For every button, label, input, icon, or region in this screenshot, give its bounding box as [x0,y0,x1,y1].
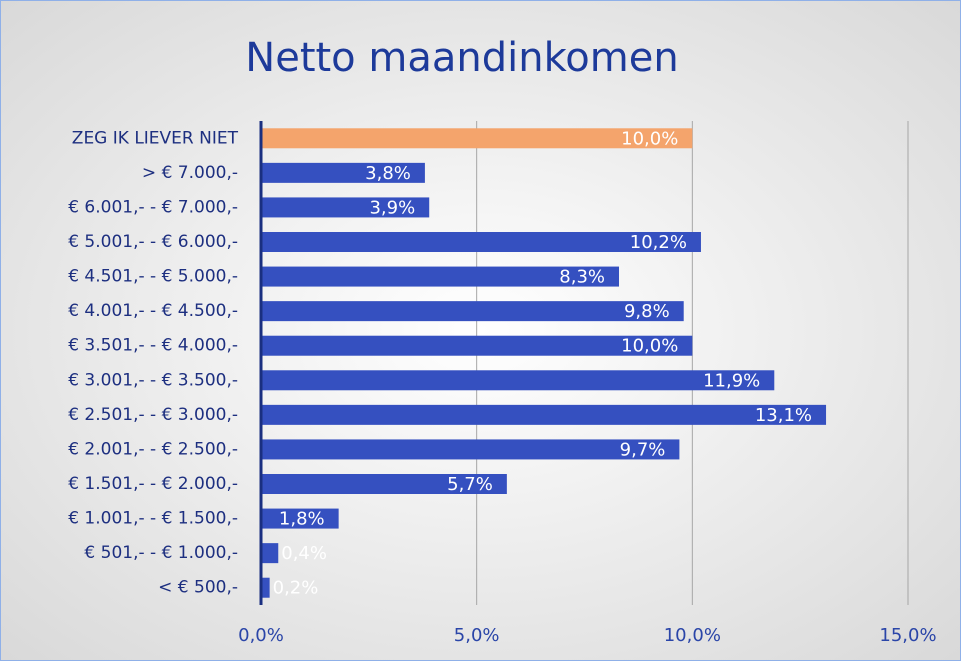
y-tick-label: € 1.001,- - € 1.500,- [68,509,238,529]
bar [261,266,620,287]
value-label: 13,1% [755,405,812,426]
value-label: 10,0% [621,336,678,357]
y-tick-label: € 501,- - € 1.000,- [84,543,238,563]
bar [261,404,827,425]
y-tick-label: € 3.501,- - € 4.000,- [68,336,238,356]
value-label: 8,3% [559,267,605,288]
value-label: 3,8% [365,163,411,184]
y-tick-label: ZEG IK LIEVER NIET [72,128,239,148]
bar [261,370,775,391]
y-tick-label: € 2.001,- - € 2.500,- [68,439,238,459]
value-label: 10,2% [630,232,687,253]
bar [261,474,507,494]
bar [261,577,270,598]
bar [261,301,684,322]
value-label: 10,0% [621,128,678,149]
y-tick-label: > € 7.000,- [142,163,238,183]
value-label: 9,7% [620,439,666,460]
y-tick-label: € 4.501,- - € 5.000,- [68,267,238,287]
y-tick-label: € 5.001,- - € 6.000,- [68,232,238,252]
x-tick-label: 5,0% [454,625,500,646]
bar [261,508,339,529]
x-tick-label: 0,0% [238,625,284,646]
y-tick-label: € 1.501,- - € 2.000,- [68,474,238,494]
bar [261,232,701,252]
bar [261,335,693,356]
x-tick-label: 10,0% [664,625,721,646]
bar [261,543,279,564]
value-label: 5,7% [447,474,493,495]
value-label: 11,9% [703,370,760,391]
y-tick-label: € 4.001,- - € 4.500,- [68,301,238,321]
value-label: 1,8% [279,509,325,530]
y-tick-label: € 2.501,- - € 3.000,- [68,405,238,425]
value-label: 0,4% [281,543,327,564]
value-label: 9,8% [624,301,670,322]
value-label: 3,9% [369,197,415,218]
value-label: 0,2% [273,578,319,599]
bar [261,197,430,218]
bar [261,439,680,460]
bar [261,128,693,149]
y-tick-label: € 6.001,- - € 7.000,- [68,197,238,217]
x-tick-label: 15,0% [879,625,936,646]
y-tick-label: < € 500,- [158,578,238,598]
chart-title: Netto maandinkomen [245,35,678,81]
y-tick-label: € 3.001,- - € 3.500,- [68,370,238,390]
bar [261,162,425,183]
